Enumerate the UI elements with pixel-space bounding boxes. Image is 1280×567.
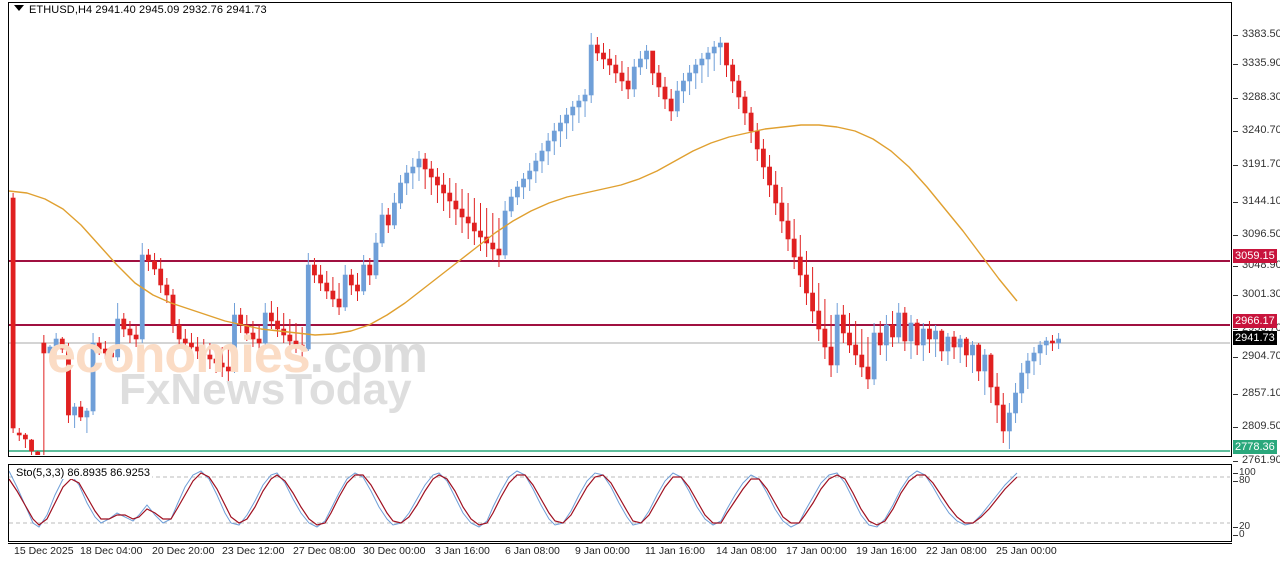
time-tick-label: 3 Jan 16:00 — [435, 545, 490, 557]
stoch-tick — [1233, 527, 1238, 528]
time-tick-label: 27 Dec 08:00 — [293, 545, 356, 557]
price-tick — [1233, 64, 1238, 65]
price-tick — [1233, 295, 1238, 296]
price-tick-label: 2904.70 — [1242, 350, 1280, 362]
stoch-tick-label: 100 — [1239, 467, 1256, 478]
time-tick-label: 18 Dec 04:00 — [80, 545, 143, 557]
price-tick — [1233, 461, 1238, 462]
price-tick — [1233, 357, 1238, 358]
stoch-tick-label: 80 — [1239, 475, 1251, 486]
time-tick-label: 9 Jan 00:00 — [575, 545, 630, 557]
chart-header: ETHUSD,H4 2941.40 2945.09 2932.76 2941.7… — [14, 4, 267, 16]
time-tick-label: 20 Dec 20:00 — [152, 545, 215, 557]
time-tick-label: 19 Jan 16:00 — [856, 545, 917, 557]
price-tick — [1233, 427, 1238, 428]
time-tick-label: 22 Jan 08:00 — [926, 545, 987, 557]
price-tick-label: 3096.50 — [1242, 228, 1280, 240]
chart-header-text: ETHUSD,H4 2941.40 2945.09 2932.76 2941.7… — [29, 4, 267, 16]
stoch-tick — [1233, 535, 1238, 536]
time-tick-label: 25 Jan 00:00 — [996, 545, 1057, 557]
price-badge-support[interactable]: 2778.36 — [1233, 440, 1277, 454]
price-tick — [1233, 98, 1238, 99]
time-tick-label: 6 Jan 08:00 — [505, 545, 560, 557]
indicator-axis: 100 80 20 0 — [1233, 464, 1280, 542]
price-tick-label: 2857.10 — [1242, 387, 1280, 399]
time-axis: 15 Dec 2025 18 Dec 04:00 20 Dec 20:00 23 De… — [0, 545, 1280, 565]
price-badge-resistance-upper[interactable]: 3059.15 — [1233, 249, 1277, 263]
price-plot-area[interactable]: economies.com FxNewsToday — [9, 3, 1230, 455]
price-tick-label: 3383.50 — [1242, 28, 1280, 40]
price-tick — [1233, 235, 1238, 236]
chevron-down-icon[interactable] — [14, 5, 24, 11]
stoch-tick-label: 20 — [1239, 521, 1251, 532]
price-tick-label: 3144.10 — [1242, 195, 1280, 207]
price-tick — [1233, 329, 1238, 330]
time-tick-label: 14 Jan 08:00 — [716, 545, 777, 557]
price-tick-label: 3288.30 — [1242, 91, 1280, 103]
price-tick-label: 3001.30 — [1242, 288, 1280, 300]
price-axis[interactable]: 3383.50 3335.90 3288.30 3240.70 3191.70 3144.… — [1233, 2, 1280, 466]
stochastic-series — [9, 470, 1230, 528]
indicator-plot-area[interactable] — [9, 465, 1230, 540]
price-tick-label: 3240.70 — [1242, 124, 1280, 136]
price-badge-resistance-lower[interactable]: 2966.17 — [1233, 314, 1277, 328]
price-tick — [1233, 131, 1238, 132]
price-tick-label: 2761.90 — [1242, 454, 1280, 466]
price-tick-label: 3335.90 — [1242, 57, 1280, 69]
time-axis-separator — [8, 543, 1232, 544]
time-tick-label: 17 Jan 00:00 — [786, 545, 847, 557]
price-tick-label: 3191.70 — [1242, 158, 1280, 170]
price-tick — [1233, 35, 1238, 36]
time-tick-label: 15 Dec 2025 — [14, 545, 74, 557]
stoch-tick-label: 0 — [1239, 529, 1245, 540]
time-tick-label: 11 Jan 16:00 — [645, 545, 705, 557]
price-tick-label: 2809.50 — [1242, 420, 1280, 432]
price-badge-current-price[interactable]: 2941.73 — [1233, 331, 1277, 345]
price-tick — [1233, 266, 1238, 267]
stoch-tick — [1233, 481, 1238, 482]
price-tick — [1233, 165, 1238, 166]
indicator-label: Sto(5,3,3) 86.8935 86.9253 — [14, 467, 152, 479]
price-tick — [1233, 202, 1238, 203]
candlestick-series — [9, 33, 1230, 455]
time-tick-label: 23 Dec 12:00 — [222, 545, 285, 557]
time-tick-label: 30 Dec 00:00 — [363, 545, 426, 557]
price-tick — [1233, 394, 1238, 395]
stoch-tick — [1233, 473, 1238, 474]
